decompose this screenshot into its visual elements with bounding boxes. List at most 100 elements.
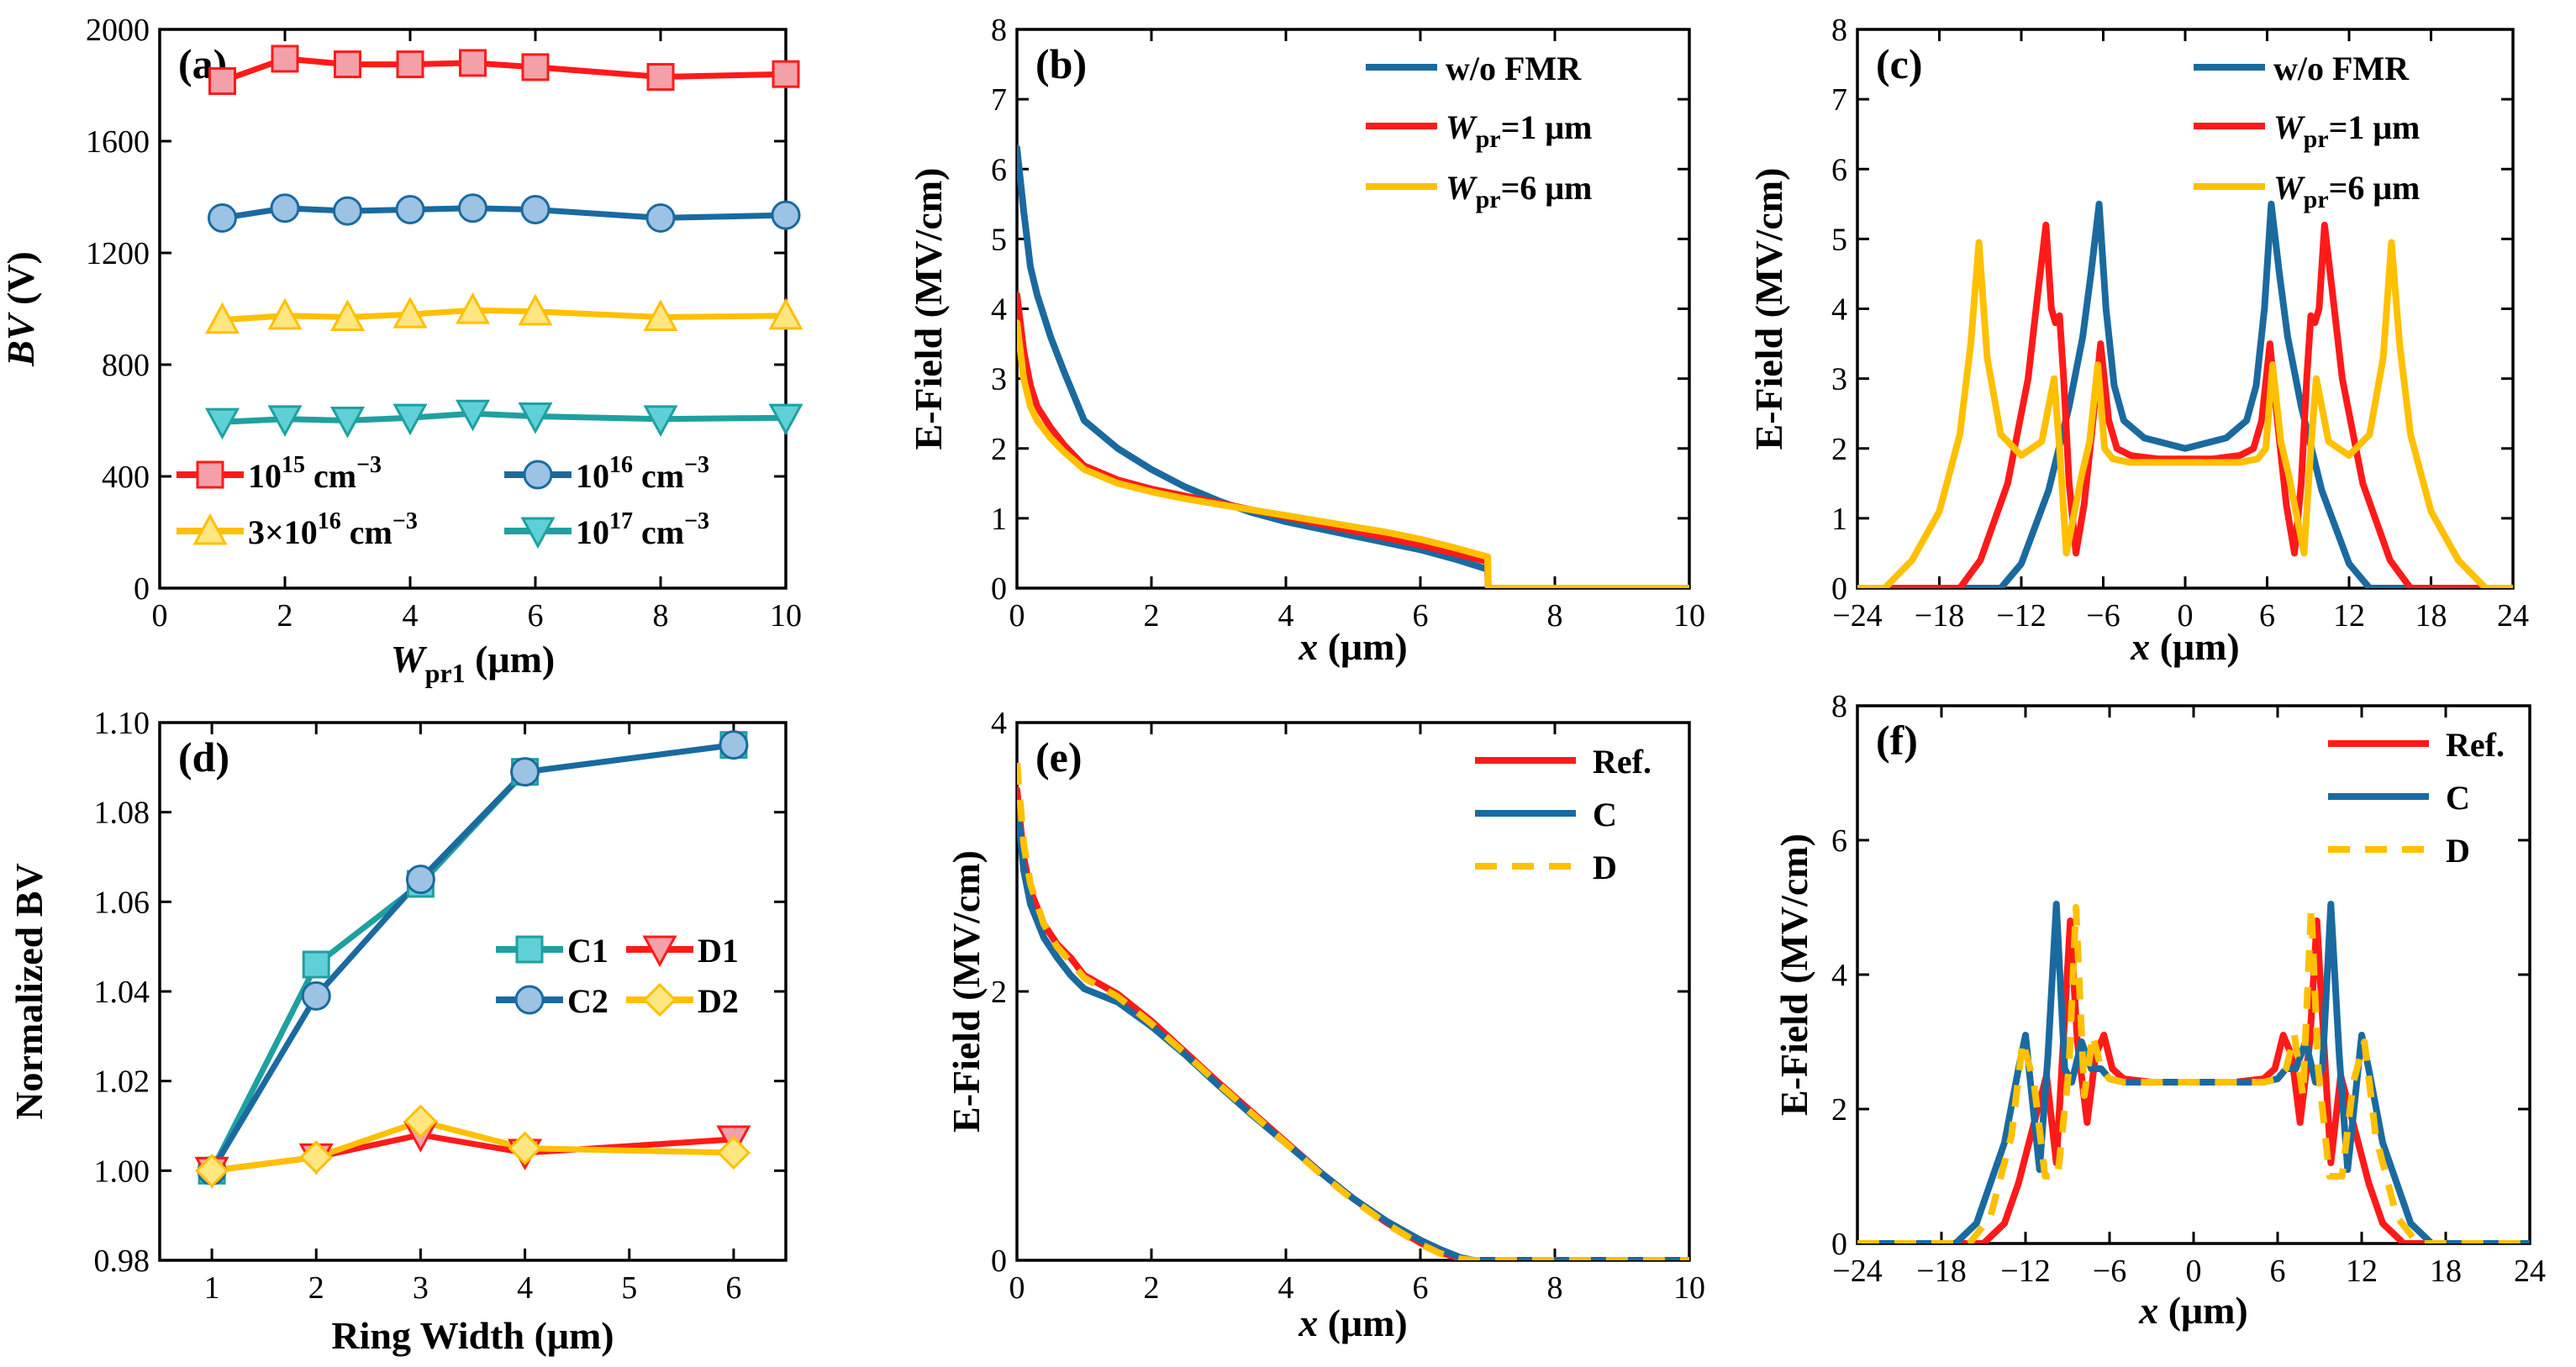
y-tick-label: 0 [991,1243,1007,1279]
x-tick-label: 2 [1144,598,1160,634]
legend-item: C1 [496,932,608,970]
data-point [645,202,676,233]
y-tick-label: 7 [1831,82,1847,118]
data-point [395,194,425,224]
data-point [455,292,491,324]
series-line-0 [1857,200,2513,588]
legend-label: 1015 cm−3 [248,452,382,495]
y-tick-label: 3 [1831,362,1847,397]
panel-a: 0 2 4 6 8 10 0 400 800 1200 1600 2000 Wpr1 (μm) BV (V… [0,13,803,688]
plot-frame [1856,704,2531,1245]
y-tick-label: 1.08 [94,796,150,831]
series-line-1 [1857,221,2513,588]
legend-label: D [2446,832,2470,870]
x-tick-label: 8 [1547,1270,1563,1306]
legend-label: w/o FMR [1446,50,1582,87]
x-tick-label: −18 [1916,1254,1966,1289]
data-point [194,1154,229,1188]
legend-item: D1 [626,932,739,970]
y-tick-label: 0 [1831,571,1847,607]
x-tick-label: 24 [2514,1254,2546,1289]
plot-frame [158,721,788,1262]
series-line-2 [1857,904,2530,1243]
x-tick-label: −24 [1832,598,1882,634]
series-line-2 [219,307,786,323]
y-tick-label: 0 [1831,1227,1847,1262]
data-point [719,730,749,760]
x-axis-label: x (μm) [1298,1301,1408,1344]
data-point [208,67,236,96]
data-point [458,193,487,223]
legend-item: C2 [496,982,608,1020]
legend-item: C [2328,779,2470,817]
x-axis-label: x (μm) [1298,625,1408,668]
data-point [271,45,299,73]
x-tick-label: 0 [2186,1254,2202,1289]
legend-item: C [1475,796,1617,833]
y-tick-label: 6 [991,152,1007,187]
data-point [334,50,361,79]
legend-marker [192,513,228,545]
series-line-1 [219,205,786,221]
series-line-1 [1017,291,1689,588]
legend-label: Wpr=6 μm [1446,169,1592,213]
y-tick-label: 3 [991,362,1007,397]
data-point [204,302,240,334]
legend-label: Ref. [1593,743,1651,781]
data-point [208,202,237,233]
x-tick-label: 10 [1673,598,1705,634]
y-tick-label: 8 [1831,689,1847,724]
data-point [270,193,300,223]
x-tick-label: 8 [1547,598,1563,634]
series-group [1017,762,1689,1260]
data-point [267,297,303,330]
panel-label: (b) [1035,40,1087,87]
legend-item: D [2328,832,2470,870]
legend-label: C [1593,796,1617,833]
panel-d: 1 2 3 4 5 6 0.98 1.00 1.02 1.04 1.06 1.08 1.10 Ring W… [8,706,788,1357]
data-point [396,50,424,79]
series-line-0 [1017,145,1689,588]
x-tick-label: −24 [1832,1254,1882,1289]
data-point [333,196,362,226]
x-tick-label: −18 [1915,598,1964,634]
legend-item: w/o FMR [1366,50,1582,87]
data-point [771,200,801,230]
data-point [518,293,553,326]
x-tick-label: 8 [653,598,669,634]
x-tick-label: 6 [725,1270,741,1306]
data-point [510,757,540,787]
legend-item: Ref. [1475,743,1651,781]
data-point [768,297,803,330]
data-point [329,407,366,439]
x-tick-label: 5 [621,1270,637,1306]
legend-item: Wpr=6 μm [1366,169,1592,213]
x-tick-label: 1 [204,1270,220,1306]
legend-item: 3×1016 cm−3 [176,508,418,551]
legend-marker [642,935,677,968]
x-tick-label: 4 [1278,1270,1294,1306]
y-tick-label: 1.10 [94,706,150,741]
data-point [302,950,330,979]
x-tick-label: 4 [517,1270,533,1306]
legend-label: 1016 cm−3 [576,452,709,495]
y-tick-label: 5 [991,222,1007,257]
legend-item: Wpr=1 μm [2194,108,2420,153]
x-tick-label: 12 [2346,1254,2378,1289]
panel-label: (c) [1876,40,1923,87]
legend-label: C [2446,779,2470,817]
y-tick-label: 1600 [86,124,150,160]
x-tick-label: 10 [770,598,802,634]
y-tick-label: 0.98 [94,1243,150,1279]
x-tick-label: 18 [2430,1254,2462,1289]
y-tick-label: 4 [1831,958,1847,993]
series-group [1857,901,2530,1243]
x-tick-label: 6 [528,598,544,634]
y-tick-label: 1.00 [94,1154,150,1189]
y-axis-label: BV (V) [0,251,42,367]
y-tick-label: 4 [991,292,1007,328]
data-point [520,194,550,224]
y-tick-label: 7 [991,82,1007,118]
